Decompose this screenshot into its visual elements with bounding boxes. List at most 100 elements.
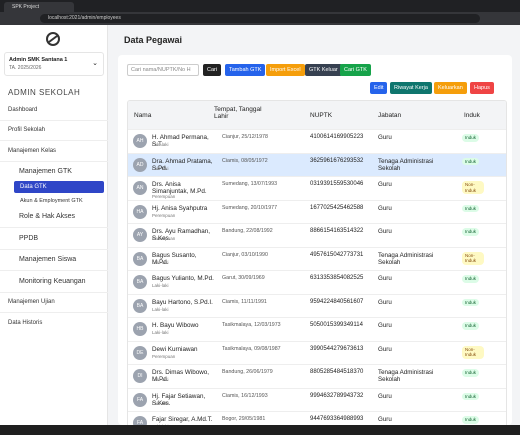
employee-name: H. Ahmad Permana, S.T. bbox=[152, 134, 209, 148]
status-badge: Induk bbox=[462, 322, 480, 330]
position: Tenaga Administrasi Sekolah bbox=[378, 157, 434, 172]
menu-item[interactable]: Profil Sekolah bbox=[8, 127, 46, 133]
nuptk: 5050015399349114 bbox=[310, 322, 363, 328]
school-card[interactable]: Admin SMK Santana 1 TA. 2025/2026 ⌄ bbox=[4, 52, 104, 76]
avatar: BA bbox=[133, 298, 147, 313]
edit-button[interactable]: Edit bbox=[370, 82, 388, 94]
employee-name: Fajar Siregar, A.Md.T. bbox=[152, 416, 213, 423]
status-badge: Induk bbox=[462, 157, 480, 165]
gender: Laki-laki bbox=[152, 330, 169, 335]
position: Guru bbox=[378, 228, 392, 235]
menu-item[interactable]: Manajemen Kelas bbox=[8, 148, 57, 154]
status-badge: Induk bbox=[462, 298, 480, 306]
position: Guru bbox=[378, 181, 392, 188]
header-cell: Tempat, Tanggal Lahir bbox=[214, 106, 262, 120]
remove-button[interactable]: Keluarkan bbox=[434, 82, 467, 94]
search-button[interactable]: Cari bbox=[203, 64, 222, 76]
table-row[interactable]: AN Drs. Anisa Simanjuntak, M.Pd. Perempuan… bbox=[128, 176, 506, 200]
nuptk: 9594224840561607 bbox=[310, 298, 364, 305]
find-button[interactable]: Cari GTK bbox=[340, 64, 371, 76]
status-badge: Induk bbox=[462, 204, 480, 212]
import-button[interactable]: Import Excel bbox=[266, 64, 305, 76]
history-button[interactable]: Riwayat Kerja bbox=[390, 82, 432, 94]
status-badge: Induk bbox=[462, 275, 480, 283]
table-row[interactable]: AH H. Ahmad Permana, S.T. Laki-laki Cianjur… bbox=[128, 129, 506, 153]
position: Guru bbox=[378, 345, 392, 353]
gender: Laki-laki bbox=[152, 377, 169, 382]
menu-item[interactable]: Akun & Employment GTK bbox=[20, 198, 83, 204]
birth: Tasikmalaya, 12/03/1973 bbox=[222, 322, 281, 328]
birth: Garut, 30/09/1969 bbox=[222, 275, 265, 281]
birth: Bogor, 29/05/1981 bbox=[222, 416, 266, 422]
nuptk: 4100614169905223 bbox=[310, 134, 364, 140]
url[interactable]: localhost:2021/admin/employees bbox=[40, 14, 480, 23]
delete-button[interactable]: Hapus bbox=[470, 82, 494, 94]
table-row[interactable]: DI Drs. Dimas Wibowo, M.Pd. Laki-laki Bandu… bbox=[128, 364, 506, 388]
left-button[interactable]: GTK Keluar bbox=[305, 64, 342, 76]
gender: Laki-laki bbox=[152, 283, 169, 288]
search-input[interactable]: Cari nama/NUPTK/No H bbox=[127, 64, 199, 76]
table-row[interactable]: HB H. Bayu Wibowo Laki-laki Tasikmalaya, 12… bbox=[128, 317, 506, 341]
tab[interactable]: SPK Project bbox=[4, 2, 74, 12]
table-row[interactable]: BA Bagus Susanto, M.Pd. Laki-laki Cianjur, … bbox=[128, 246, 506, 270]
gender: Laki-laki bbox=[152, 400, 169, 406]
menu-item[interactable]: Manajemen Siswa bbox=[19, 256, 77, 263]
menu-item[interactable]: Monitoring Keuangan bbox=[19, 278, 86, 285]
menu-item[interactable]: Manajemen Ujian bbox=[8, 299, 55, 305]
menu-item[interactable]: PPDB bbox=[19, 235, 39, 242]
page-title: Data Pegawai bbox=[124, 35, 183, 45]
birth: Bandung, 26/06/1979 bbox=[222, 369, 273, 375]
gender: Laki-laki bbox=[152, 306, 169, 312]
table-row[interactable]: HA Hj. Anisa Syahputra Perempuan Sumedang, … bbox=[128, 199, 506, 223]
table-row[interactable]: DE Dewi Kurniawan Perempuan Tasikmalaya, 09… bbox=[128, 340, 506, 364]
birth: Cianjur, 25/12/1978 bbox=[222, 134, 268, 140]
employee-name: Bagus Yulianto, M.Pd. bbox=[152, 275, 214, 282]
taskbar bbox=[0, 425, 520, 435]
position: Guru bbox=[378, 416, 392, 423]
status-badge: Non-Induk bbox=[462, 181, 484, 194]
add-button[interactable]: Tambah GTK bbox=[225, 64, 266, 76]
nuptk: 1677025425462588 bbox=[310, 204, 364, 211]
nuptk: 0319391559530046 bbox=[310, 181, 364, 187]
birth: Sumedang, 20/10/1977 bbox=[222, 204, 278, 211]
table-row[interactable]: BA Bayu Hartono, S.Pd.I. Laki-laki Ciamis, … bbox=[128, 293, 506, 317]
table-row[interactable]: AY Drs. Ayu Ramadhan, S.Kes. Perempuan Band… bbox=[128, 223, 506, 247]
avatar: DI bbox=[133, 369, 147, 383]
menu-item[interactable]: Dashboard bbox=[8, 107, 38, 113]
school-name: Admin SMK Santana 1 bbox=[9, 57, 68, 63]
table-row[interactable]: BA Bagus Yulianto, M.Pd. Laki-laki Garut, 3… bbox=[128, 270, 506, 294]
nuptk: 3625961676293532 bbox=[310, 157, 364, 164]
status-badge: Induk bbox=[462, 369, 480, 377]
nuptk: 9994632789943732 bbox=[310, 392, 364, 399]
avatar: AY bbox=[133, 228, 147, 242]
menu-item-active[interactable]: Data GTK bbox=[14, 181, 104, 193]
section-label: ADMIN SEKOLAH bbox=[8, 88, 81, 97]
status-badge: Induk bbox=[462, 392, 480, 400]
birth: Cianjur, 03/10/1990 bbox=[222, 251, 268, 258]
tab-bar: SPK Project bbox=[0, 0, 520, 12]
status-badge: Non-Induk bbox=[462, 345, 484, 359]
menu-item[interactable]: Manajemen GTK bbox=[19, 168, 72, 175]
gender: Laki-laki bbox=[152, 259, 169, 265]
status-badge: Induk bbox=[462, 134, 480, 142]
avatar: BA bbox=[133, 251, 147, 266]
table-row[interactable]: FA Fajar Siregar, A.Md.T.Laki-laki Bogor, … bbox=[128, 411, 506, 425]
position: Tenaga Administrasi Sekolah bbox=[378, 369, 434, 383]
employee-name: Bayu Hartono, S.Pd.I. bbox=[152, 298, 213, 306]
gender: Laki-laki bbox=[152, 165, 169, 171]
table-header: Nama Tempat, Tanggal Lahir NUPTK Jabatan… bbox=[128, 101, 506, 129]
birth: Ciamis, 16/12/1993 bbox=[222, 392, 268, 399]
table-row[interactable]: FA Hj. Fajar Setiawan, S.Kes. Laki-laki Cia… bbox=[128, 387, 506, 411]
status-badge: Induk bbox=[462, 228, 480, 236]
status-badge: Induk bbox=[462, 416, 480, 424]
birth: Sumedang, 13/07/1993 bbox=[222, 181, 278, 187]
position: Guru bbox=[378, 204, 392, 212]
gender: Perempuan bbox=[152, 194, 176, 199]
gender: Laki-laki bbox=[152, 424, 169, 425]
employee-name: Drs. Anisa Simanjuntak, M.Pd. bbox=[152, 181, 207, 195]
table-row[interactable]: AD Dra. Ahmad Pratama, S.Pd. Laki-laki Ciam… bbox=[128, 152, 506, 176]
menu-item[interactable]: Role & Hak Akses bbox=[19, 213, 76, 220]
menu-item[interactable]: Data Historis bbox=[8, 320, 43, 326]
content-card: Cari nama/NUPTK/No H Cari Tambah GTK Imp… bbox=[118, 55, 512, 425]
school-year: TA. 2025/2026 bbox=[9, 65, 42, 71]
